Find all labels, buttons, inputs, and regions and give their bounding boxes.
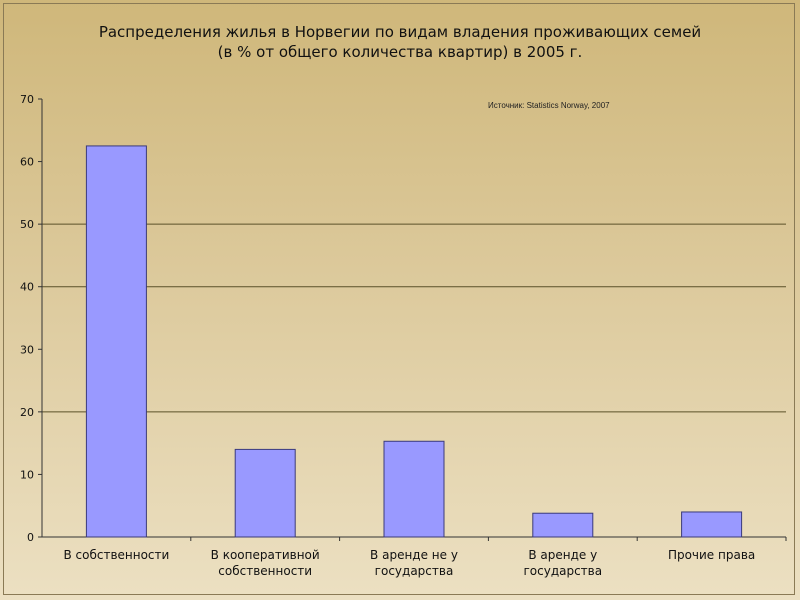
slide-frame: [3, 3, 795, 595]
bar: [234, 448, 296, 538]
y-tick-label: 20: [20, 406, 34, 419]
bar: [532, 512, 594, 538]
y-tick-label: 50: [20, 218, 34, 231]
y-tick-label: 40: [20, 281, 34, 294]
y-tick-label: 70: [20, 93, 34, 106]
x-tick-label: государства: [375, 564, 454, 578]
x-tick-label: В собственности: [63, 548, 169, 562]
y-tick-label: 30: [20, 343, 34, 356]
x-tick-label: В аренде у: [528, 548, 597, 562]
bar: [383, 440, 445, 538]
x-tick-label: В аренде не у: [370, 548, 458, 562]
chart-title: Распределения жилья в Норвегии по видам …: [0, 22, 800, 62]
bar: [85, 145, 147, 538]
x-tick-label: собственности: [218, 564, 312, 578]
y-tick-label: 0: [27, 531, 34, 544]
bar: [681, 511, 743, 538]
chart-title-line-2: (в % от общего количества квартир) в 200…: [217, 43, 583, 61]
x-tick-label: Прочие права: [668, 548, 755, 562]
x-tick-label: государства: [523, 564, 602, 578]
y-tick-label: 10: [20, 468, 34, 481]
chart-title-line-1: Распределения жилья в Норвегии по видам …: [98, 23, 702, 41]
source-note: Источник: Statistics Norway, 2007: [488, 101, 610, 110]
y-tick-label: 60: [20, 156, 34, 169]
x-tick-label: В кооперативной: [211, 548, 320, 562]
